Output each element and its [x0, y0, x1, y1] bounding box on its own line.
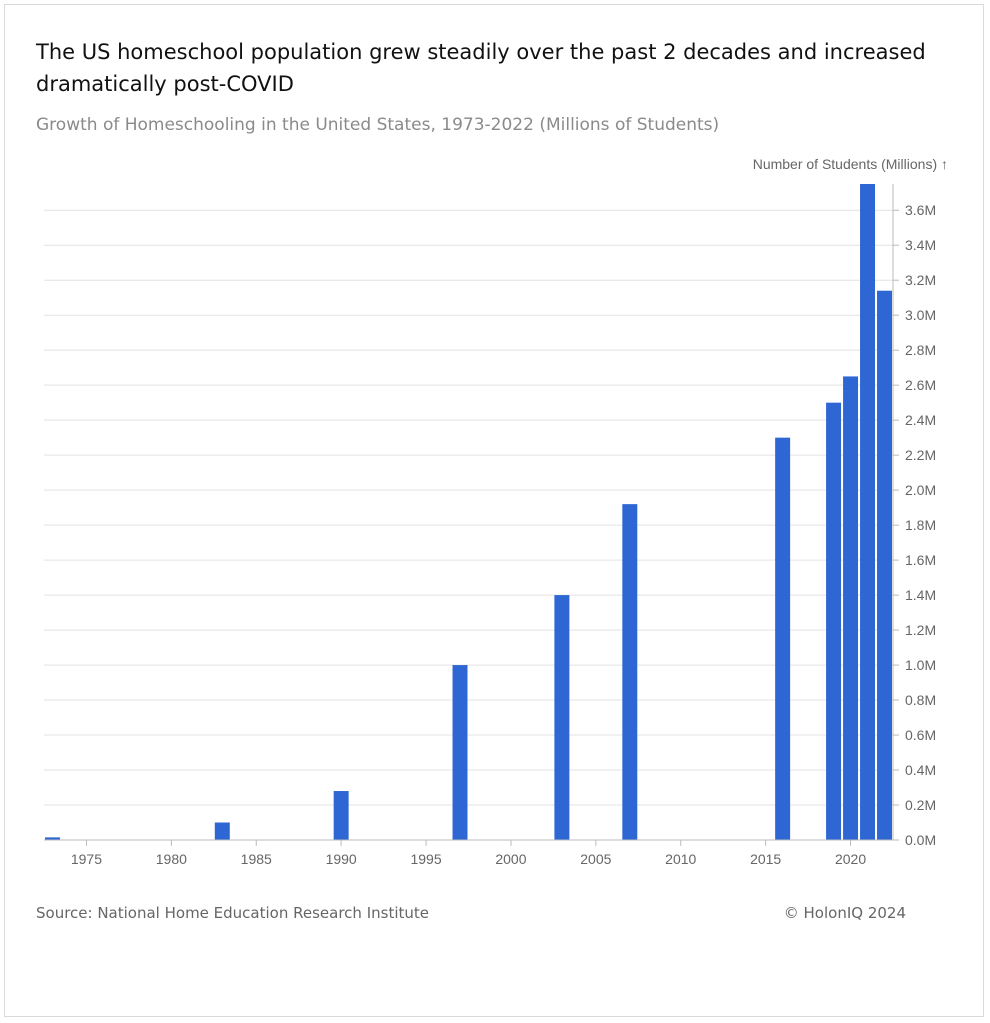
- bar-2016: [775, 437, 791, 840]
- x-tick-label: 2020: [835, 851, 866, 867]
- y-tick-label: 2.8M: [905, 342, 936, 358]
- y-tick-label: 3.6M: [905, 202, 936, 218]
- gridlines: [44, 209, 893, 806]
- y-tick-label: 1.0M: [905, 657, 936, 673]
- y-tick-label: 1.6M: [905, 552, 936, 568]
- y-tick-label: 0.6M: [905, 727, 936, 743]
- x-tick-label: 2005: [580, 851, 611, 867]
- bar-1990: [333, 791, 349, 840]
- x-tick-label: 2010: [665, 851, 696, 867]
- bar-1973: [45, 837, 60, 840]
- x-tick-label: 2015: [750, 851, 781, 867]
- bars: [45, 184, 892, 840]
- y-tick-label: 2.0M: [905, 482, 936, 498]
- bar-2007: [622, 504, 638, 840]
- y-tick-label: 1.8M: [905, 517, 936, 533]
- x-tick-label: 1995: [410, 851, 441, 867]
- bar-2020: [843, 376, 859, 840]
- y-tick-label: 3.0M: [905, 307, 936, 323]
- chart-title: The US homeschool population grew steadi…: [36, 40, 926, 96]
- bar-1983: [214, 822, 230, 840]
- bar-2003: [554, 595, 570, 840]
- chart-subtitle: Growth of Homeschooling in the United St…: [36, 115, 720, 135]
- x-tick-label: 2000: [495, 851, 526, 867]
- y-tick-label: 3.2M: [905, 272, 936, 288]
- y-axis-label: Number of Students (Millions) ↑: [753, 156, 948, 172]
- bar-2019: [826, 402, 842, 840]
- x-tick-label: 1985: [241, 851, 272, 867]
- bar-1997: [452, 665, 468, 840]
- y-tick-label: 2.2M: [905, 447, 936, 463]
- copyright-note: © HolonIQ 2024: [783, 904, 906, 922]
- y-tick-label: 2.6M: [905, 377, 936, 393]
- y-tick-label: 1.2M: [905, 622, 936, 638]
- x-tick-label: 1975: [71, 851, 102, 867]
- axes: 0.0M 0.2M 0.4M 0.6M 0.8M 1.0M 1.2M 1.4M 1.6M 1.8M…: [44, 184, 936, 867]
- y-tick-label: 3.4M: [905, 237, 936, 253]
- x-tick-label: 1980: [156, 851, 187, 867]
- y-tick-label: 0.2M: [905, 797, 936, 813]
- bar-2022: [877, 290, 892, 840]
- y-tick-label: 0.8M: [905, 692, 936, 708]
- y-tick-label: 2.4M: [905, 412, 936, 428]
- chart-card: [4, 4, 984, 1017]
- x-tick-label: 1990: [326, 851, 357, 867]
- bar-2021: [860, 184, 876, 840]
- y-tick-label: 0.4M: [905, 762, 936, 778]
- y-tick-label: 0.0M: [905, 832, 936, 848]
- source-note: Source: National Home Education Research…: [36, 904, 429, 922]
- y-tick-label: 1.4M: [905, 587, 936, 603]
